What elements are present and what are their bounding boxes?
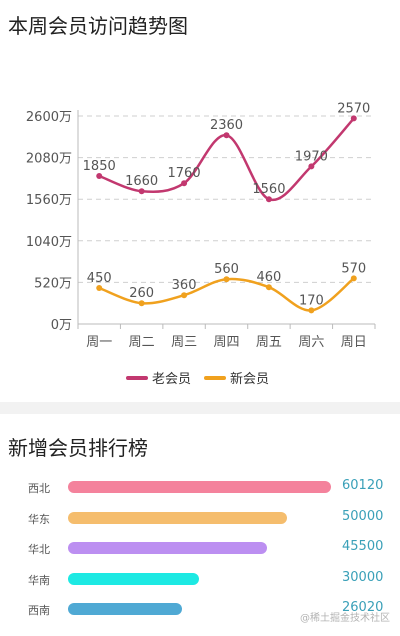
ranking-row: 西南 26020 xyxy=(0,599,400,619)
ranking-region-label: 西北 xyxy=(28,482,50,495)
ranking-bar xyxy=(68,481,331,493)
ranking-row: 华北 45500 xyxy=(0,538,400,558)
ranking-row: 华东 50000 xyxy=(0,508,400,528)
trend-chart-title: 本周会员访问趋势图 xyxy=(8,14,188,38)
y-tick-label: 2600万 xyxy=(26,110,72,125)
ranking-row: 西北 60120 xyxy=(0,477,400,497)
x-tick-label: 周四 xyxy=(213,335,239,350)
data-point xyxy=(138,300,145,307)
data-label: 260 xyxy=(129,286,154,301)
legend-label: 老会员 xyxy=(152,372,191,387)
x-tick-label: 周一 xyxy=(86,335,112,350)
data-point xyxy=(181,180,188,187)
y-tick-label: 1560万 xyxy=(26,193,72,208)
data-label: 1760 xyxy=(168,166,201,181)
data-label: 170 xyxy=(299,293,324,308)
ranking-value-label: 45500 xyxy=(342,539,384,554)
data-point xyxy=(308,307,315,314)
ranking-bar xyxy=(68,572,200,585)
watermark: @稀土掘金技术社区 xyxy=(300,613,390,624)
y-tick-label: 1040万 xyxy=(26,235,72,250)
ranking-region-label: 华南 xyxy=(28,573,50,587)
data-label: 2570 xyxy=(337,101,370,116)
y-tick-label: 520万 xyxy=(34,276,72,291)
ranking-region-label: 华北 xyxy=(28,543,50,556)
legend-label: 新会员 xyxy=(230,371,269,387)
ranking-value-label: 60120 xyxy=(342,478,384,493)
data-label: 1660 xyxy=(125,174,158,189)
data-point xyxy=(350,275,357,282)
data-point xyxy=(96,285,103,291)
y-tick-label: 2080万 xyxy=(26,152,72,167)
ranking-row: 华南 30000 xyxy=(0,569,400,589)
data-label: 1970 xyxy=(295,149,328,164)
ranking-bar xyxy=(68,603,182,615)
x-tick-label: 周二 xyxy=(129,335,155,350)
ranking-bar xyxy=(68,511,287,524)
ranking-value-label: 26020 xyxy=(342,600,384,615)
data-label: 1560 xyxy=(252,182,285,197)
data-label: 1850 xyxy=(83,159,116,174)
data-label: 2360 xyxy=(210,118,243,133)
data-label: 570 xyxy=(341,261,366,276)
data-label: 560 xyxy=(214,262,239,277)
data-point xyxy=(265,284,272,291)
data-point xyxy=(138,188,145,195)
data-point xyxy=(350,115,357,122)
x-tick-label: 周六 xyxy=(298,335,324,350)
data-point xyxy=(223,276,230,283)
data-point xyxy=(265,196,272,203)
member-trend-line-chart: 0万 520万 1040万 1560万 2080万 2600万周一 周二 周三 周四 周五 周六 周日… xyxy=(0,50,400,390)
data-point xyxy=(96,173,103,179)
data-point xyxy=(223,132,230,139)
ranking-value-label: 30000 xyxy=(342,569,384,585)
ranking-chart-title: 新增会员排行榜 xyxy=(8,436,148,460)
data-label: 450 xyxy=(87,271,112,286)
ranking-region-label: 华东 xyxy=(28,512,50,526)
ranking-value-label: 50000 xyxy=(342,508,384,524)
data-label: 360 xyxy=(172,278,197,293)
data-point xyxy=(181,292,188,299)
ranking-region-label: 西南 xyxy=(28,604,50,617)
ranking-bar xyxy=(68,542,268,554)
data-label: 460 xyxy=(257,270,282,285)
data-point xyxy=(308,163,315,170)
x-tick-label: 周五 xyxy=(256,335,282,350)
x-tick-label: 周三 xyxy=(171,335,197,350)
section-divider xyxy=(0,402,400,414)
x-tick-label: 周日 xyxy=(341,335,367,350)
y-tick-label: 0万 xyxy=(51,318,72,333)
